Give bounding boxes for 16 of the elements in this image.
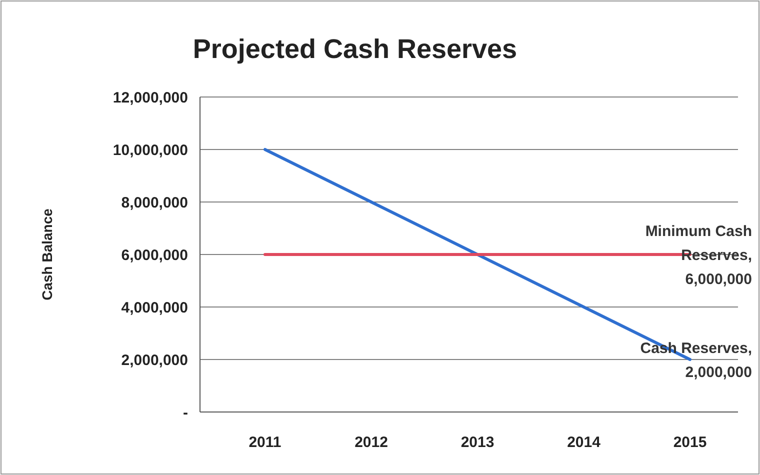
y-axis-title: Cash Balance <box>39 208 55 300</box>
y-tick-label: 12,000,000 <box>112 89 188 106</box>
x-tick-label: 2014 <box>567 434 602 451</box>
x-tick-label: 2011 <box>248 434 282 451</box>
y-tick-label: 10,000,000 <box>112 142 188 159</box>
x-tick-label: 2013 <box>460 434 494 451</box>
chart-title: Projected Cash Reserves <box>192 34 518 64</box>
data-label: 2,000,000 <box>685 364 752 381</box>
x-tick-label: 2012 <box>354 434 388 451</box>
data-label: 6,000,000 <box>685 270 752 288</box>
y-tick-label: - <box>183 404 188 422</box>
y-tick-label: 6,000,000 <box>121 246 188 264</box>
y-tick-label: 2,000,000 <box>121 352 188 369</box>
x-tick-label: 2015 <box>673 434 707 451</box>
y-tick-label: 8,000,000 <box>121 194 188 212</box>
y-tick-label: 4,000,000 <box>121 299 188 316</box>
